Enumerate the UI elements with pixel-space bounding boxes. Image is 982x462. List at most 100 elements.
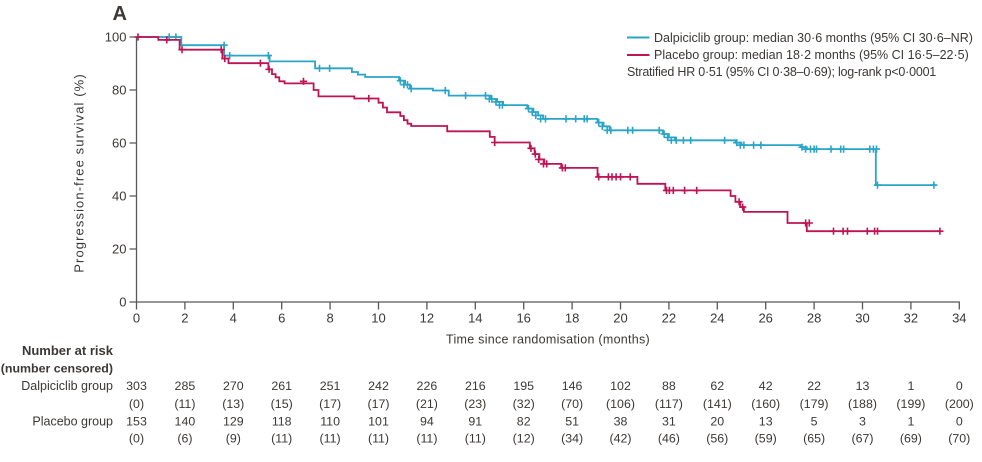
svg-text:26: 26 (758, 311, 772, 326)
svg-text:1: 1 (907, 379, 914, 393)
svg-text:(70): (70) (948, 431, 970, 445)
svg-text:22: 22 (807, 379, 821, 393)
svg-text:(188): (188) (848, 397, 877, 411)
svg-text:Progression-free survival (%): Progression-free survival (%) (71, 73, 86, 273)
svg-text:(117): (117) (655, 397, 683, 411)
svg-text:(11): (11) (174, 397, 195, 411)
svg-text:4: 4 (230, 311, 237, 326)
svg-text:88: 88 (662, 379, 676, 393)
svg-text:31: 31 (662, 414, 676, 428)
svg-text:20: 20 (112, 242, 126, 257)
svg-text:(15): (15) (271, 397, 293, 411)
svg-text:140: 140 (175, 414, 196, 428)
svg-text:216: 216 (465, 379, 486, 393)
svg-text:0: 0 (956, 414, 963, 428)
svg-text:251: 251 (320, 379, 341, 393)
svg-text:(number censored): (number censored) (1, 361, 113, 375)
svg-text:(12): (12) (513, 431, 535, 445)
svg-text:20: 20 (710, 414, 724, 428)
svg-text:Dalpiciclib group: median 30·6: Dalpiciclib group: median 30·6 months (9… (654, 31, 973, 45)
svg-text:(6): (6) (177, 431, 192, 445)
svg-text:1: 1 (907, 414, 914, 428)
svg-text:(141): (141) (703, 397, 732, 411)
svg-text:153: 153 (126, 414, 147, 428)
svg-text:(21): (21) (416, 397, 438, 411)
svg-text:(0): (0) (129, 431, 144, 445)
svg-text:40: 40 (112, 189, 126, 204)
svg-text:10: 10 (371, 311, 385, 326)
svg-text:(42): (42) (609, 431, 631, 445)
svg-text:(59): (59) (755, 431, 777, 445)
svg-text:(9): (9) (226, 431, 241, 445)
svg-text:Placebo group: median 18·2 mon: Placebo group: median 18·2 months (95% C… (654, 48, 969, 62)
svg-text:100: 100 (105, 30, 127, 45)
svg-text:(13): (13) (222, 397, 244, 411)
svg-text:110: 110 (320, 414, 340, 428)
svg-text:A: A (113, 3, 127, 25)
svg-text:(11): (11) (271, 431, 292, 445)
svg-text:6: 6 (278, 311, 285, 326)
svg-text:16: 16 (516, 311, 530, 326)
svg-text:2: 2 (181, 311, 188, 326)
svg-text:82: 82 (517, 414, 531, 428)
svg-text:303: 303 (126, 379, 147, 393)
svg-text:129: 129 (223, 414, 244, 428)
svg-text:38: 38 (614, 414, 628, 428)
svg-text:14: 14 (468, 311, 482, 326)
svg-text:(11): (11) (320, 431, 341, 445)
svg-text:32: 32 (904, 311, 918, 326)
svg-text:42: 42 (759, 379, 773, 393)
svg-text:80: 80 (112, 83, 126, 98)
svg-text:13: 13 (856, 379, 870, 393)
svg-text:(34): (34) (561, 431, 583, 445)
svg-text:0: 0 (119, 295, 126, 310)
svg-text:146: 146 (562, 379, 583, 393)
svg-text:(70): (70) (561, 397, 583, 411)
svg-text:30: 30 (855, 311, 869, 326)
svg-text:13: 13 (759, 414, 773, 428)
svg-text:(69): (69) (900, 431, 922, 445)
svg-text:226: 226 (417, 379, 438, 393)
svg-text:(199): (199) (896, 397, 925, 411)
svg-text:22: 22 (662, 311, 676, 326)
svg-text:(200): (200) (945, 397, 974, 411)
svg-text:(46): (46) (658, 431, 680, 445)
svg-text:118: 118 (272, 414, 292, 428)
svg-text:(67): (67) (851, 431, 873, 445)
svg-text:24: 24 (710, 311, 724, 326)
svg-text:Time since randomisation (mont: Time since randomisation (months) (446, 333, 650, 347)
svg-text:18: 18 (565, 311, 579, 326)
svg-text:(160): (160) (751, 397, 780, 411)
svg-text:(0): (0) (129, 397, 144, 411)
svg-text:(11): (11) (416, 431, 437, 445)
svg-text:(17): (17) (367, 397, 389, 411)
svg-text:(32): (32) (513, 397, 535, 411)
svg-text:60: 60 (112, 136, 126, 151)
svg-text:270: 270 (223, 379, 244, 393)
svg-text:195: 195 (513, 379, 534, 393)
svg-text:(56): (56) (706, 431, 728, 445)
svg-text:242: 242 (368, 379, 389, 393)
svg-text:(11): (11) (465, 431, 486, 445)
svg-text:261: 261 (271, 379, 292, 393)
svg-text:8: 8 (326, 311, 333, 326)
svg-text:0: 0 (956, 379, 963, 393)
svg-text:5: 5 (811, 414, 818, 428)
svg-text:12: 12 (420, 311, 434, 326)
svg-text:94: 94 (420, 414, 434, 428)
svg-text:285: 285 (175, 379, 196, 393)
svg-text:Dalpiciclib group: Dalpiciclib group (21, 379, 113, 393)
svg-text:51: 51 (565, 414, 579, 428)
svg-text:91: 91 (468, 414, 482, 428)
svg-text:101: 101 (368, 414, 389, 428)
svg-text:62: 62 (710, 379, 724, 393)
svg-text:20: 20 (613, 311, 627, 326)
svg-text:(11): (11) (368, 431, 389, 445)
svg-text:Stratified HR 0·51 (95% CI 0·3: Stratified HR 0·51 (95% CI 0·38–0·69); l… (627, 65, 936, 79)
svg-text:(106): (106) (606, 397, 635, 411)
svg-text:28: 28 (807, 311, 821, 326)
svg-text:102: 102 (610, 379, 631, 393)
svg-text:0: 0 (133, 311, 140, 326)
svg-text:(23): (23) (464, 397, 486, 411)
svg-text:34: 34 (952, 311, 966, 326)
